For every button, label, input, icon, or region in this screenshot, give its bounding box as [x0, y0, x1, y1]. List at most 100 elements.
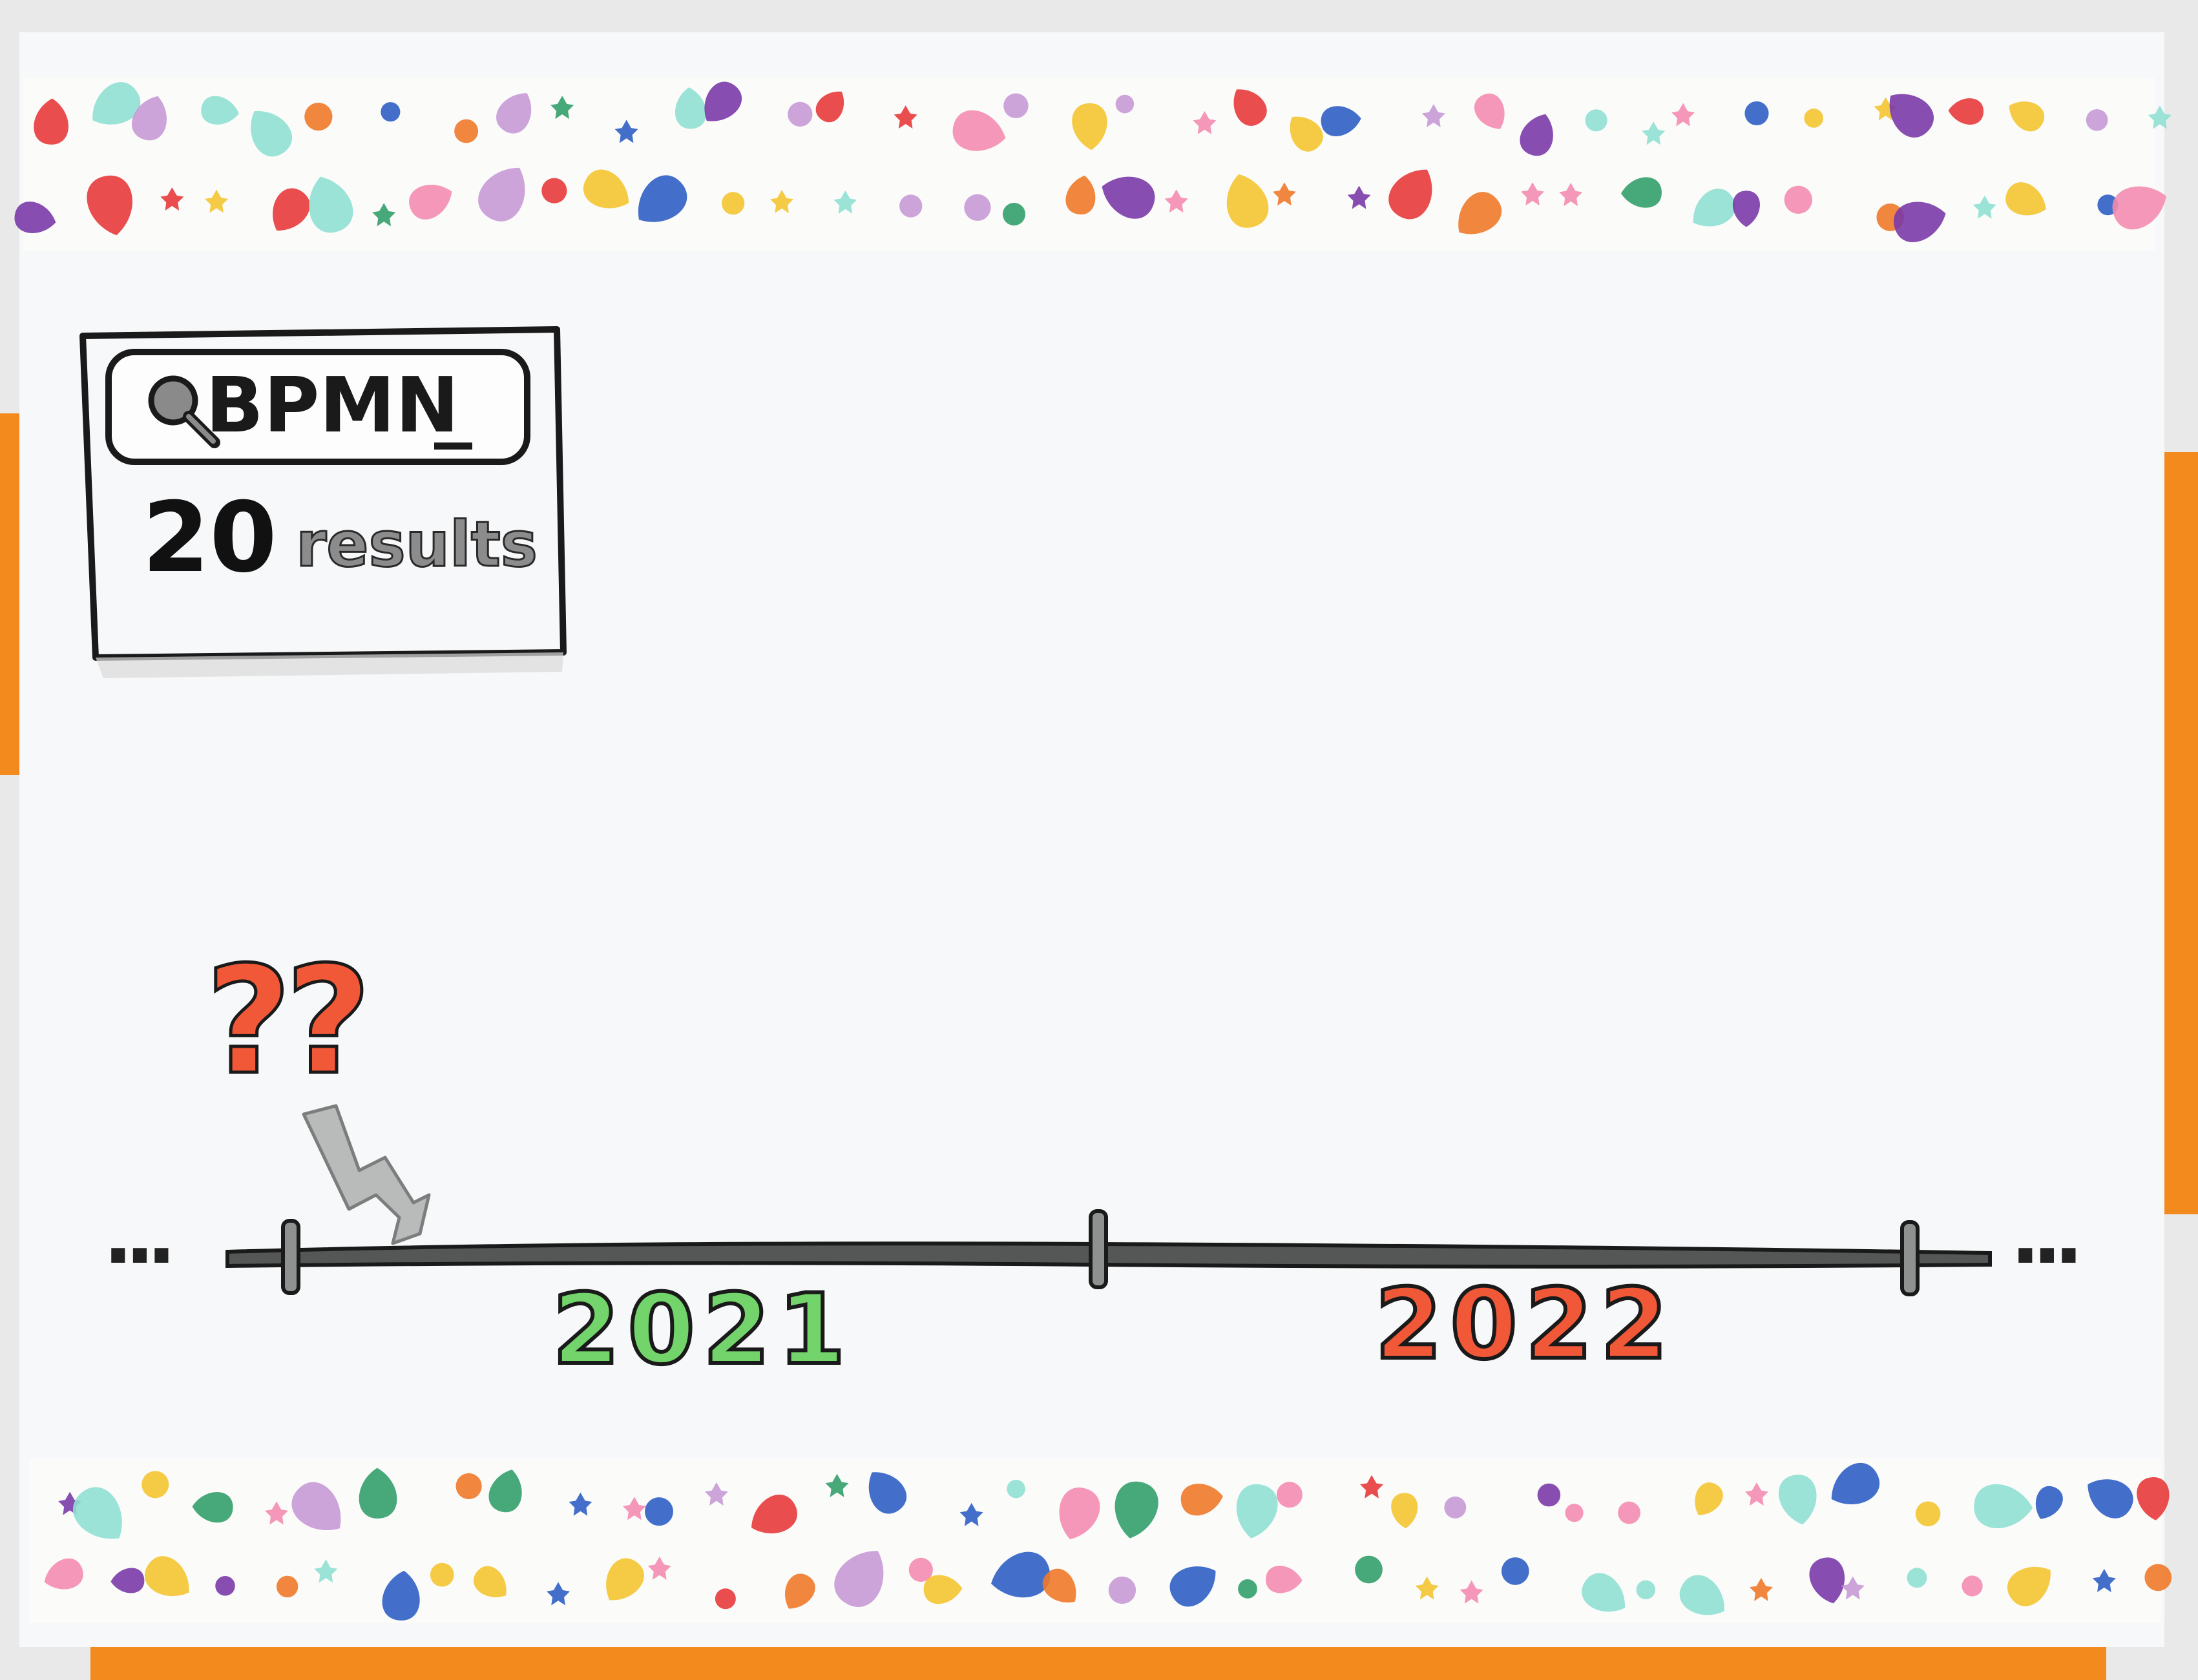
search-icon: [148, 375, 220, 448]
tape-confetti-shape: [1115, 94, 1135, 114]
tape-confetti-shape: [1679, 1575, 1724, 1615]
tape-confetti-shape: [1693, 189, 1736, 227]
tape-confetti-shape: [215, 1575, 235, 1596]
tape-confetti-shape: [73, 1487, 122, 1539]
tape-confetti-shape: [1115, 1481, 1158, 1539]
tape-confetti-shape: [815, 91, 844, 123]
tape-confetti-shape: [1169, 1566, 1216, 1607]
tape-confetti-shape: [1948, 98, 1984, 125]
tape-confetti-shape: [14, 202, 56, 233]
tape-confetti-shape: [2148, 105, 2172, 129]
tape-confetti-shape: [788, 101, 813, 127]
tape-confetti-shape: [276, 1575, 298, 1598]
tape-confetti-shape: [1974, 1484, 2033, 1529]
tape-confetti-shape: [160, 187, 184, 211]
tape-confetti-shape: [1059, 1488, 1100, 1540]
tape-confetti-shape: [1501, 1557, 1529, 1585]
tape-confetti-shape: [894, 105, 917, 129]
tape-confetti-shape: [1784, 185, 1812, 214]
tape-confetti-shape: [1108, 1576, 1136, 1604]
tape-confetti-shape: [1889, 94, 1934, 138]
tape-confetti-shape: [1360, 1475, 1384, 1499]
tape-confetti-shape: [1474, 93, 1505, 129]
tape-confetti-shape: [1636, 1580, 1656, 1600]
tape-confetti-shape: [1841, 1576, 1865, 1600]
tape-confetti-shape: [1582, 1573, 1626, 1612]
tape-confetti-shape: [1002, 202, 1026, 226]
timeline-tick-2021-start: [281, 1219, 300, 1295]
tape-confetti-shape: [92, 82, 141, 125]
tape-confetti-shape: [541, 178, 567, 203]
tape-confetti-shape: [1744, 101, 1769, 125]
tape-confetti-shape: [291, 1482, 341, 1531]
tape-confetti-shape: [1003, 93, 1029, 118]
washi-tape-bottom: [29, 1458, 2172, 1623]
tape-confetti-shape: [645, 1497, 673, 1526]
tape-confetti-shape: [1180, 1484, 1223, 1516]
tape-confetti-shape: [1290, 116, 1323, 152]
tape-confetti-shape: [1749, 1577, 1773, 1601]
tape-confetti-shape: [899, 194, 923, 218]
tape-confetti-shape: [704, 81, 742, 121]
tape-confetti-shape: [34, 98, 68, 145]
tape-confetti-shape: [1391, 1493, 1418, 1529]
tape-confetti-shape: [1193, 110, 1217, 134]
tape-confetti-shape: [583, 169, 629, 209]
tape-confetti-shape: [606, 1558, 644, 1601]
tape-confetti-shape: [2007, 1566, 2051, 1606]
timeline-tick-2023-start: [1900, 1220, 1920, 1296]
tape-confetti-shape: [1355, 1555, 1383, 1584]
tape-confetti-shape: [2009, 101, 2045, 132]
question-marks: ??: [205, 935, 365, 1108]
tape-confetti-shape: [1065, 175, 1096, 214]
tape-confetti-shape: [2035, 1486, 2063, 1519]
tape-confetti-shape: [722, 192, 745, 215]
tape-confetti-shape: [2112, 186, 2166, 230]
tape-confetti-shape: [1744, 1482, 1768, 1506]
tape-confetti-shape: [1621, 177, 1662, 208]
search-query: BPMN: [205, 360, 459, 450]
tape-confetti-shape: [488, 1469, 522, 1513]
timeline-right-ellipsis: ...: [2011, 1192, 2076, 1281]
tape-confetti-shape: [1421, 104, 1445, 128]
tape-confetti-shape: [675, 87, 707, 129]
tape-confetti-shape: [1559, 183, 1583, 207]
tape-confetti-shape: [359, 1467, 397, 1519]
year-label-2022[interactable]: 2022: [1373, 1267, 1675, 1383]
tape-confetti-shape: [110, 1568, 145, 1593]
tape-confetti-shape: [144, 1556, 189, 1596]
tape-confetti-shape: [622, 1497, 646, 1520]
tape-confetti-shape: [1460, 1580, 1483, 1604]
tape-confetti-shape: [1907, 1568, 1927, 1588]
tape-confetti-shape: [1642, 121, 1666, 145]
tape-confetti-shape: [715, 1588, 736, 1610]
tape-confetti-shape: [825, 1473, 849, 1497]
year-label-2021[interactable]: 2021: [550, 1272, 853, 1388]
timeline: ... ... 2021 2022: [103, 1192, 2084, 1388]
tape-confetti-shape: [1321, 106, 1361, 136]
search-input[interactable]: BPMN _: [105, 349, 530, 465]
timeline-axis: [225, 1241, 1992, 1269]
results-label: results: [296, 508, 538, 581]
tape-confetti-shape: [1347, 185, 1371, 209]
orange-backing-bottom: [90, 1641, 2106, 1680]
tape-confetti-shape: [264, 1501, 288, 1525]
tape-confetti-shape: [1733, 191, 1760, 227]
tape-confetti-shape: [751, 1495, 797, 1533]
tape-confetti-shape: [372, 203, 396, 227]
tape-confetti-shape: [273, 188, 310, 231]
tape-confetti-shape: [1072, 103, 1107, 150]
tape-confetti-shape: [638, 175, 687, 222]
tape-confetti-shape: [1915, 1501, 1941, 1527]
tape-confetti-shape: [2086, 109, 2108, 131]
tape-confetti-shape: [1894, 202, 1946, 242]
tape-confetti-shape: [304, 102, 333, 131]
tape-confetti-shape: [614, 119, 638, 143]
tape-confetti-shape: [2144, 1564, 2172, 1592]
tape-confetti-shape: [314, 1559, 338, 1583]
tape-confetti-shape: [1415, 1576, 1439, 1600]
tape-confetti-shape: [1520, 114, 1553, 156]
timeline-left-ellipsis: ...: [103, 1192, 169, 1281]
tape-confetti-shape: [473, 1566, 507, 1597]
tape-confetti-shape: [87, 175, 132, 236]
